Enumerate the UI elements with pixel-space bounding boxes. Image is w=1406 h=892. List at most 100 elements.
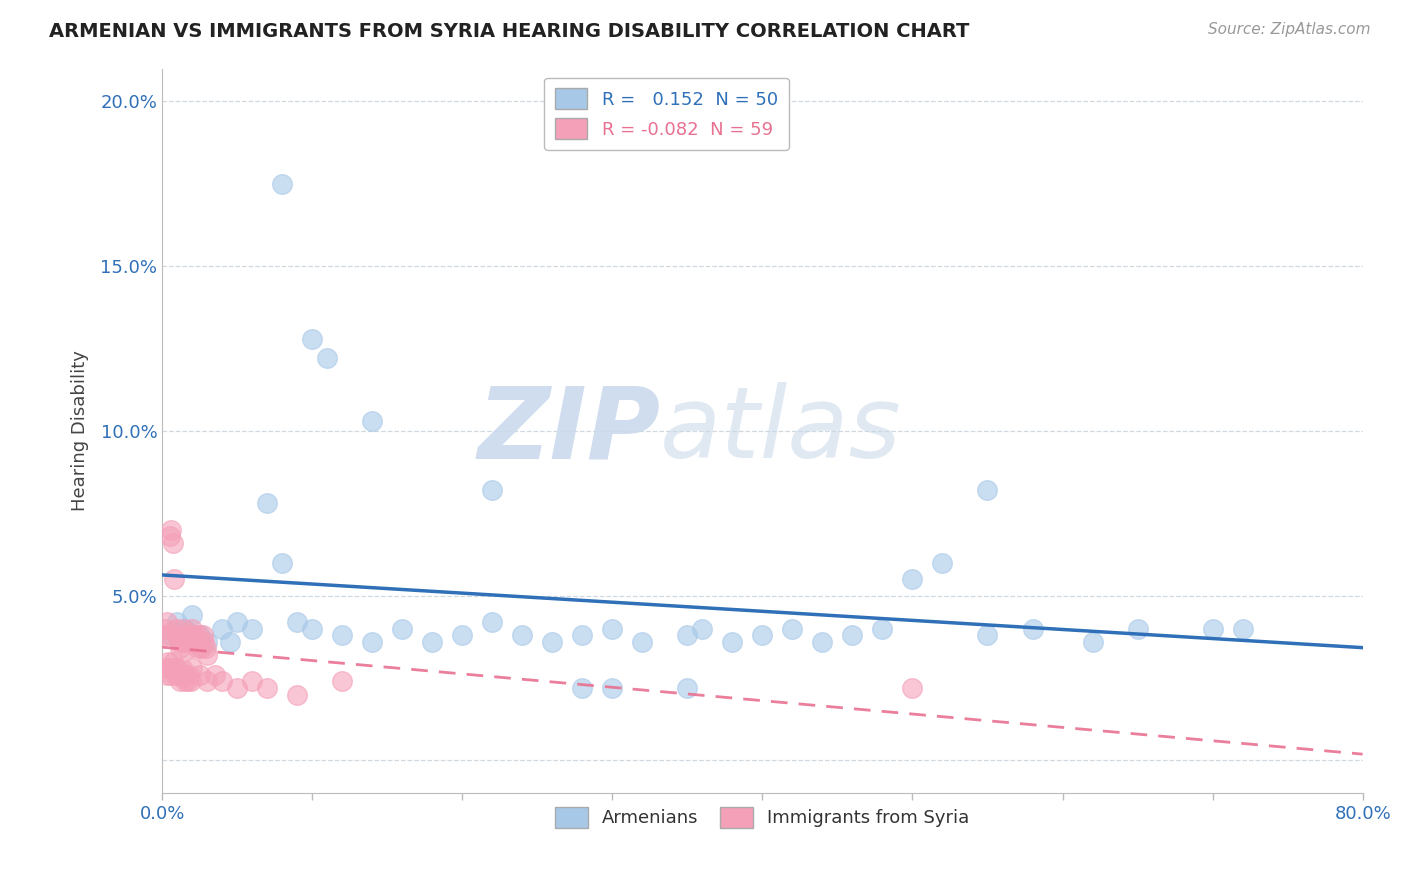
Point <box>240 622 263 636</box>
Point <box>361 414 384 428</box>
Point <box>173 622 195 636</box>
Point <box>190 641 212 656</box>
Point <box>751 628 773 642</box>
Text: Source: ZipAtlas.com: Source: ZipAtlas.com <box>1208 22 1371 37</box>
Point <box>692 622 714 636</box>
Point <box>188 634 211 648</box>
Point <box>481 483 503 498</box>
Point <box>159 661 181 675</box>
Point <box>285 615 308 629</box>
Point <box>163 572 186 586</box>
Point <box>180 634 202 648</box>
Point <box>179 628 201 642</box>
Point <box>811 634 834 648</box>
Point <box>361 634 384 648</box>
Text: ZIP: ZIP <box>478 383 661 479</box>
Point <box>184 634 207 648</box>
Point <box>451 628 474 642</box>
Point <box>541 634 564 648</box>
Point <box>183 628 205 642</box>
Point <box>181 622 204 636</box>
Text: atlas: atlas <box>661 383 903 479</box>
Point <box>179 667 201 681</box>
Point <box>1201 622 1223 636</box>
Point <box>165 622 187 636</box>
Point <box>165 667 187 681</box>
Point <box>157 655 180 669</box>
Point <box>271 556 294 570</box>
Point <box>931 556 953 570</box>
Point <box>195 634 218 648</box>
Point <box>174 667 197 681</box>
Point <box>976 628 998 642</box>
Point <box>170 634 193 648</box>
Point <box>481 615 503 629</box>
Point <box>174 634 197 648</box>
Point <box>285 688 308 702</box>
Point <box>195 674 218 689</box>
Point <box>631 634 654 648</box>
Point <box>194 641 217 656</box>
Point <box>181 661 204 675</box>
Point <box>157 628 180 642</box>
Point <box>420 634 443 648</box>
Point <box>782 622 804 636</box>
Point <box>301 332 323 346</box>
Point <box>166 628 188 642</box>
Point <box>155 622 177 636</box>
Point <box>193 634 215 648</box>
Point <box>163 661 186 675</box>
Point <box>159 529 181 543</box>
Point <box>1232 622 1254 636</box>
Point <box>602 681 624 695</box>
Point <box>226 615 249 629</box>
Point <box>167 667 190 681</box>
Point <box>1021 622 1043 636</box>
Point <box>172 622 194 636</box>
Point <box>152 628 174 642</box>
Point <box>211 674 233 689</box>
Point <box>160 523 183 537</box>
Point <box>195 648 218 662</box>
Text: ARMENIAN VS IMMIGRANTS FROM SYRIA HEARING DISABILITY CORRELATION CHART: ARMENIAN VS IMMIGRANTS FROM SYRIA HEARIN… <box>49 22 970 41</box>
Point <box>512 628 534 642</box>
Point <box>901 681 924 695</box>
Point <box>218 634 240 648</box>
Point <box>330 674 353 689</box>
Point <box>156 615 179 629</box>
Point <box>602 622 624 636</box>
Point <box>191 628 214 642</box>
Point <box>159 628 181 642</box>
Point <box>1081 634 1104 648</box>
Point <box>256 496 278 510</box>
Y-axis label: Hearing Disability: Hearing Disability <box>72 351 89 511</box>
Point <box>187 628 209 642</box>
Point <box>1126 622 1149 636</box>
Legend: Armenians, Immigrants from Syria: Armenians, Immigrants from Syria <box>548 800 977 835</box>
Point <box>166 615 188 629</box>
Point <box>155 661 177 675</box>
Point <box>901 572 924 586</box>
Point <box>188 667 211 681</box>
Point <box>160 667 183 681</box>
Point <box>676 628 699 642</box>
Point <box>188 628 211 642</box>
Point <box>169 674 191 689</box>
Point <box>271 177 294 191</box>
Point <box>162 655 184 669</box>
Point <box>676 681 699 695</box>
Point <box>976 483 998 498</box>
Point <box>169 641 191 656</box>
Point <box>204 667 226 681</box>
Point <box>721 634 744 648</box>
Point <box>180 674 202 689</box>
Point <box>177 674 200 689</box>
Point <box>571 628 593 642</box>
Point <box>162 536 184 550</box>
Point <box>181 608 204 623</box>
Point <box>177 641 200 656</box>
Point <box>872 622 894 636</box>
Point <box>330 628 353 642</box>
Point <box>170 661 193 675</box>
Point <box>571 681 593 695</box>
